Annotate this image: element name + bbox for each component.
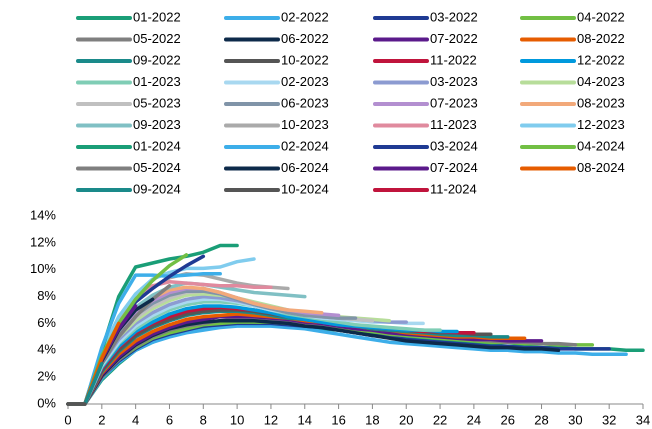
legend-label: 02-2024 (281, 138, 329, 153)
legend-label: 04-2022 (577, 9, 625, 24)
legend-label: 10-2024 (281, 181, 329, 196)
x-tick-label: 10 (230, 412, 244, 427)
legend-label: 02-2022 (281, 9, 329, 24)
x-tick-label: 22 (433, 412, 447, 427)
legend-label: 02-2023 (281, 74, 329, 89)
legend-label: 05-2023 (133, 95, 181, 110)
legend-label: 07-2022 (430, 31, 478, 46)
x-tick-label: 26 (500, 412, 514, 427)
y-tick-label: 2% (37, 369, 56, 384)
legend-label: 04-2023 (577, 74, 625, 89)
legend-label: 01-2023 (133, 74, 181, 89)
legend-label: 03-2022 (430, 9, 478, 24)
legend-label: 06-2022 (281, 31, 329, 46)
y-tick-label: 10% (30, 261, 56, 276)
x-tick-label: 30 (568, 412, 582, 427)
legend-label: 08-2023 (577, 95, 625, 110)
series-line (66, 324, 628, 406)
legend-label: 09-2023 (133, 117, 181, 132)
legend-label: 08-2024 (577, 160, 625, 175)
legend-label: 10-2022 (281, 52, 329, 67)
legend-label: 09-2024 (133, 181, 181, 196)
x-tick-label: 16 (331, 412, 345, 427)
x-tick-label: 20 (399, 412, 413, 427)
legend-label: 07-2024 (430, 160, 478, 175)
y-tick-label: 4% (37, 342, 56, 357)
y-tick-label: 6% (37, 315, 56, 330)
legend-label: 11-2024 (430, 181, 477, 196)
x-tick-label: 34 (636, 412, 650, 427)
legend-label: 11-2023 (430, 117, 477, 132)
x-tick-label: 28 (534, 412, 548, 427)
legend-label: 07-2023 (430, 95, 478, 110)
legend-label: 11-2022 (430, 52, 477, 67)
x-tick-label: 18 (365, 412, 379, 427)
y-tick-label: 14% (30, 207, 56, 222)
legend-label: 10-2023 (281, 117, 329, 132)
y-tick-label: 12% (30, 234, 56, 249)
legend-label: 08-2022 (577, 31, 625, 46)
x-tick-label: 8 (200, 412, 207, 427)
legend-label: 06-2024 (281, 160, 329, 175)
legend-label: 03-2023 (430, 74, 478, 89)
legend-label: 03-2024 (430, 138, 478, 153)
legend-label: 05-2022 (133, 31, 181, 46)
y-tick-label: 0% (37, 395, 56, 410)
x-tick-label: 6 (166, 412, 173, 427)
legend-label: 06-2023 (281, 95, 329, 110)
legend-label: 05-2024 (133, 160, 181, 175)
legend-label: 12-2023 (577, 117, 625, 132)
x-tick-label: 4 (132, 412, 139, 427)
x-tick-label: 32 (602, 412, 616, 427)
legend-label: 01-2024 (133, 138, 181, 153)
x-tick-label: 24 (467, 412, 481, 427)
x-tick-label: 12 (264, 412, 278, 427)
legend-label: 04-2024 (577, 138, 625, 153)
x-tick-label: 0 (64, 412, 71, 427)
legend-label: 12-2022 (577, 52, 625, 67)
legend-label: 01-2022 (133, 9, 181, 24)
x-tick-label: 2 (98, 412, 105, 427)
legend-label: 09-2022 (133, 52, 181, 67)
x-tick-label: 14 (298, 412, 312, 427)
y-tick-label: 8% (37, 288, 56, 303)
